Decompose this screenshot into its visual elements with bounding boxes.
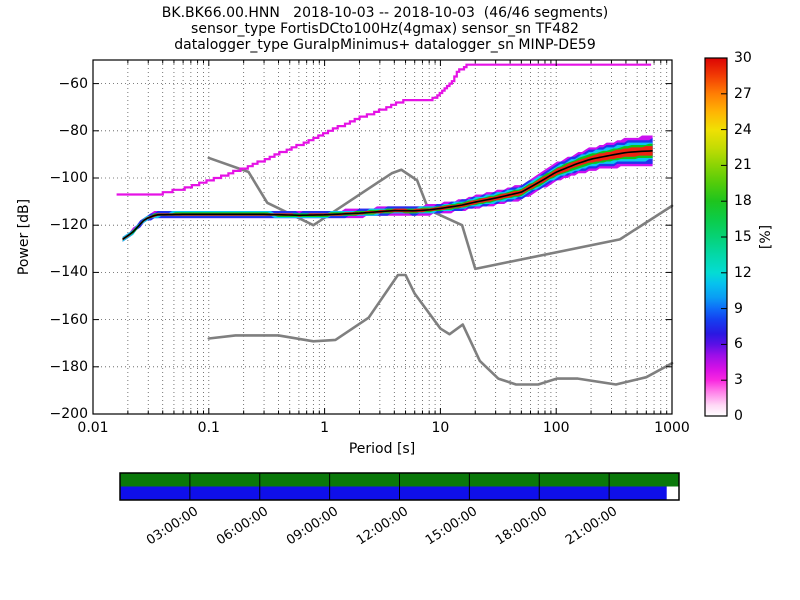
y-tick-label: −180 (49, 358, 88, 375)
colorbar-tick-label: 21 (734, 157, 752, 174)
y-tick-label: −160 (49, 311, 88, 328)
y-tick-label: −60 (58, 75, 88, 92)
x-tick-label: 0.1 (197, 420, 220, 436)
y-axis-label: Power [dB] (16, 198, 32, 276)
colorbar-tick-label: 0 (734, 408, 743, 424)
y-tick-label: −80 (58, 122, 88, 139)
y-tick-label: −140 (49, 264, 88, 281)
colorbar-tick-label: 18 (734, 193, 752, 210)
axis-ticks (92, 60, 673, 415)
colorbar-tick-label: 27 (734, 85, 752, 102)
plot-title-line3: datalogger_type GuralpMinimus+ datalogge… (174, 37, 596, 53)
y-tick-label: −120 (49, 217, 88, 234)
x-tick-label: 100 (542, 420, 570, 436)
psd-band-layer-0 (122, 135, 653, 242)
colorbar-tick-label: 12 (734, 264, 752, 281)
plot-frame (92, 59, 673, 415)
colorbar-tick-label: 30 (734, 50, 752, 66)
colorbar-gradient (705, 58, 727, 416)
timeline-frame (119, 472, 680, 501)
x-tick-label: 1 (320, 420, 330, 436)
psd-band-layer-4 (122, 146, 653, 241)
noise-model-low-NLNM (207, 273, 674, 386)
colorbar-tick-label: 9 (734, 300, 743, 317)
colorbar-tick-label: 15 (734, 229, 752, 245)
x-tick-label: 10 (431, 420, 450, 436)
y-tick-label: −100 (49, 170, 88, 186)
colorbar-tick-label: 3 (734, 372, 743, 389)
psd-band-layer-1 (122, 137, 653, 242)
noise-model-high-NHNM (207, 156, 674, 271)
plot-title-line2: sensor_type FortisDCto100Hz(4gmax) senso… (191, 21, 579, 37)
plot-title-line1: BK.BK66.00.HNN 2018-10-03 -- 2018-10-03 … (161, 5, 609, 21)
psd-mode-line (122, 150, 653, 241)
colorbar-tick-label: 6 (734, 336, 743, 353)
y-tick-label: −200 (49, 406, 88, 422)
timeline-blue-bar (120, 486, 667, 500)
grid (93, 60, 672, 414)
colorbar-label: [%] (758, 224, 774, 250)
x-tick-label: 0.01 (77, 420, 109, 436)
max-envelope-line (116, 63, 652, 196)
x-tick-label: 1000 (654, 420, 690, 436)
x-axis-label: Period [s] (348, 441, 416, 457)
colorbar-tick-label: 24 (734, 121, 752, 138)
